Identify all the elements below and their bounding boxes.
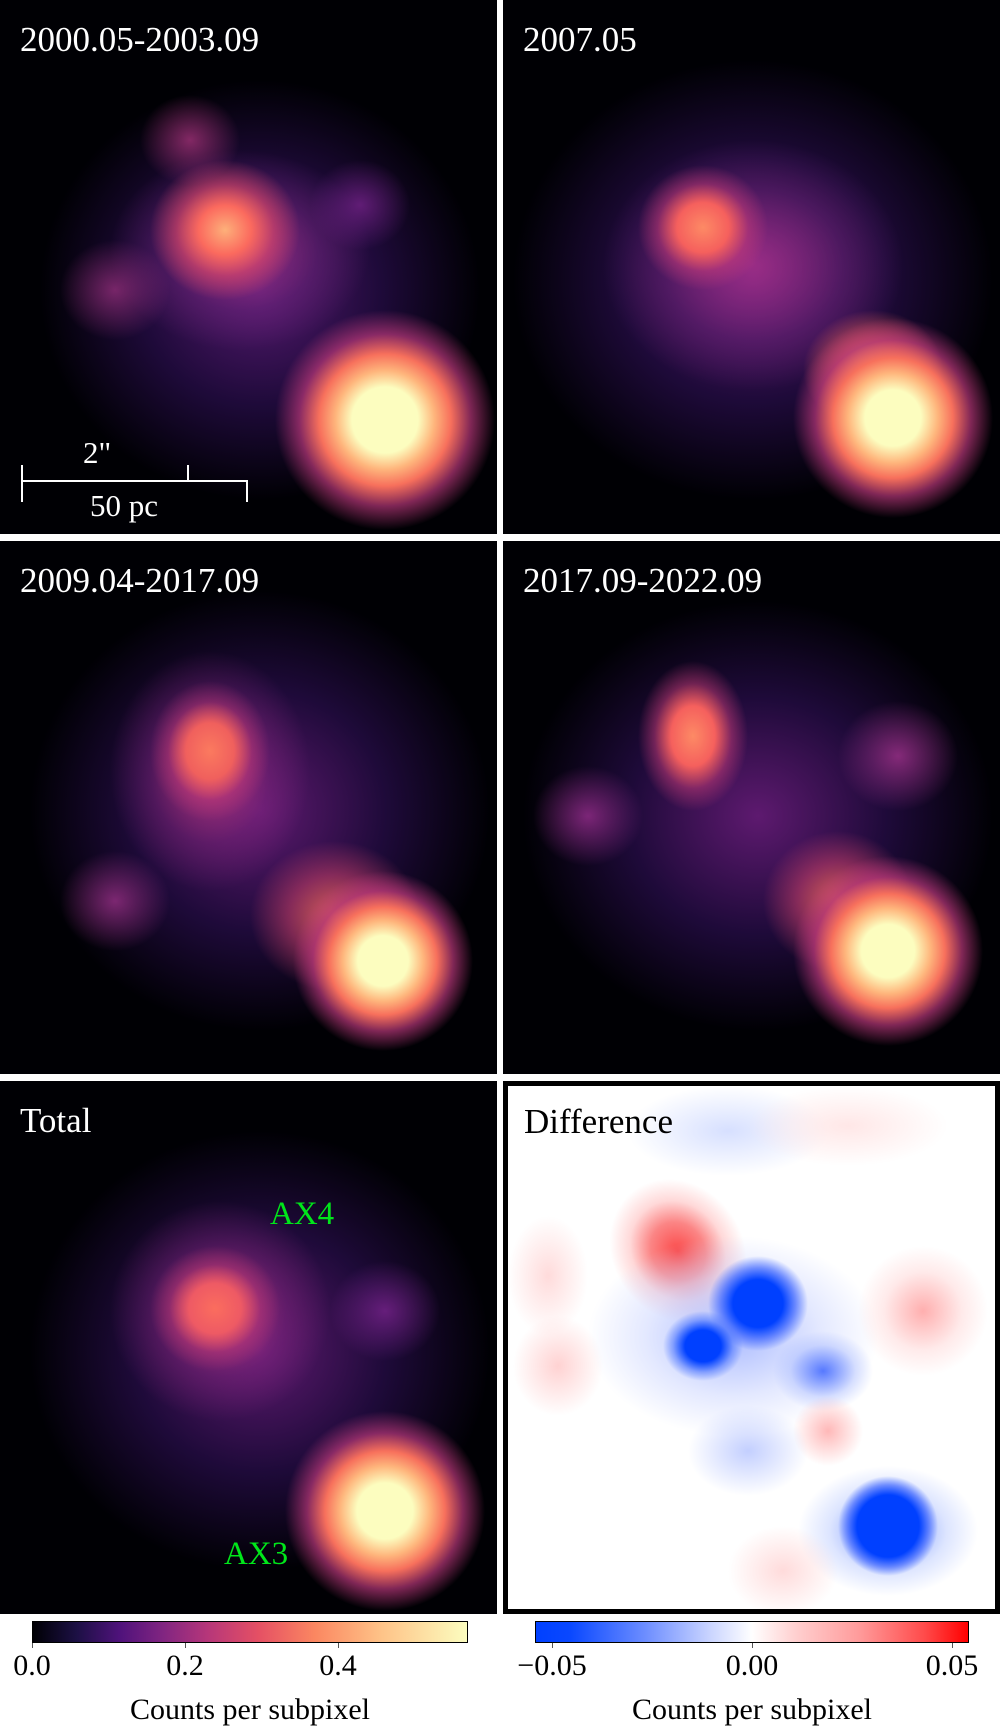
tick — [752, 1643, 753, 1648]
knot-small-3 — [310, 160, 410, 250]
scale-physical-label: 50 pc — [90, 488, 159, 523]
scale-angular-label: 2" — [83, 435, 112, 470]
positive-knot — [581, 1152, 775, 1350]
diffuse-emission — [513, 60, 993, 500]
source-label-ax3: AX3 — [224, 1536, 289, 1572]
negative-mid — [773, 1331, 873, 1411]
panel-2009-2017: 2009.04-2017.09 — [0, 541, 497, 1074]
tick-label: 0.00 — [725, 1649, 779, 1682]
knot-small-1 — [140, 95, 240, 185]
knot-east — [330, 1261, 440, 1361]
panel-label: 2017.09-2022.09 — [523, 561, 763, 600]
tick — [32, 1643, 33, 1648]
faint-blue-mid — [688, 1406, 808, 1496]
knot-west — [533, 766, 643, 866]
colorbar-difference — [535, 1621, 969, 1643]
faint-red-top — [748, 1086, 948, 1166]
faint-red-bottom — [728, 1526, 838, 1609]
nucleus-tail — [250, 841, 420, 991]
source-label-ax4: AX4 — [270, 1196, 335, 1232]
panel-2000-2003: 2000.05-2003.09 2" 50 pc — [0, 0, 497, 534]
knot-ne — [150, 160, 300, 300]
tick — [552, 1643, 553, 1648]
tick-label: −0.05 — [517, 1649, 587, 1682]
nucleus-glow — [275, 310, 495, 530]
faint-red-left-2 — [513, 1316, 603, 1416]
knot-ne — [638, 661, 748, 811]
filament-emission — [603, 140, 903, 390]
nucleus-glow — [285, 1411, 485, 1611]
knot-ne — [150, 681, 270, 821]
negative-nucleus-halo — [798, 1466, 978, 1596]
nucleus-glow — [793, 856, 983, 1046]
panel-label: 2007.05 — [523, 20, 637, 59]
negative-knot-2 — [663, 1311, 743, 1381]
colorbar-label: Counts per subpixel — [632, 1693, 872, 1726]
faint-red-left — [508, 1216, 588, 1336]
panel-label: Difference — [524, 1102, 673, 1141]
panel-2017-2022: 2017.09-2022.09 — [503, 541, 1000, 1074]
tick-label: 0.4 — [319, 1649, 357, 1682]
filament-emission — [110, 1201, 330, 1421]
knot-ne — [638, 165, 768, 290]
tick-label: 0.2 — [166, 1649, 204, 1682]
diffuse-emission — [30, 1131, 490, 1571]
positive-east — [858, 1246, 988, 1376]
negative-nucleus — [838, 1476, 938, 1576]
knot-small-2 — [60, 240, 170, 340]
panel-2007: 2007.05 — [503, 0, 1000, 534]
panel-label: 2000.05-2003.09 — [20, 20, 260, 59]
faint-blue-halo — [588, 1236, 878, 1436]
nucleus-glow — [293, 871, 473, 1051]
nucleus-tail — [763, 831, 913, 971]
knot-east — [838, 701, 958, 811]
tick — [338, 1643, 339, 1648]
knot-small — [60, 851, 170, 951]
negative-knot — [708, 1256, 808, 1351]
knot-ne — [150, 1246, 280, 1371]
positive-small — [793, 1396, 863, 1466]
filament-emission — [110, 150, 370, 350]
diffuse-emission — [523, 601, 993, 1031]
panel-total: Total AX4 AX3 — [0, 1081, 497, 1614]
diffuse-emission — [30, 591, 490, 1031]
nucleus-tail — [803, 310, 943, 430]
tick — [185, 1643, 186, 1648]
tick — [952, 1643, 953, 1648]
nucleus-glow — [793, 318, 993, 518]
panel-label: 2009.04-2017.09 — [20, 561, 260, 600]
panel-label: Total — [20, 1101, 92, 1140]
panel-difference: Difference — [503, 1081, 1000, 1614]
tick-label: 0.0 — [13, 1649, 51, 1682]
filament-emission — [110, 651, 310, 891]
colorbar-magma — [32, 1621, 468, 1643]
colorbar-label: Counts per subpixel — [130, 1693, 370, 1726]
tick-label: 0.05 — [925, 1649, 979, 1682]
